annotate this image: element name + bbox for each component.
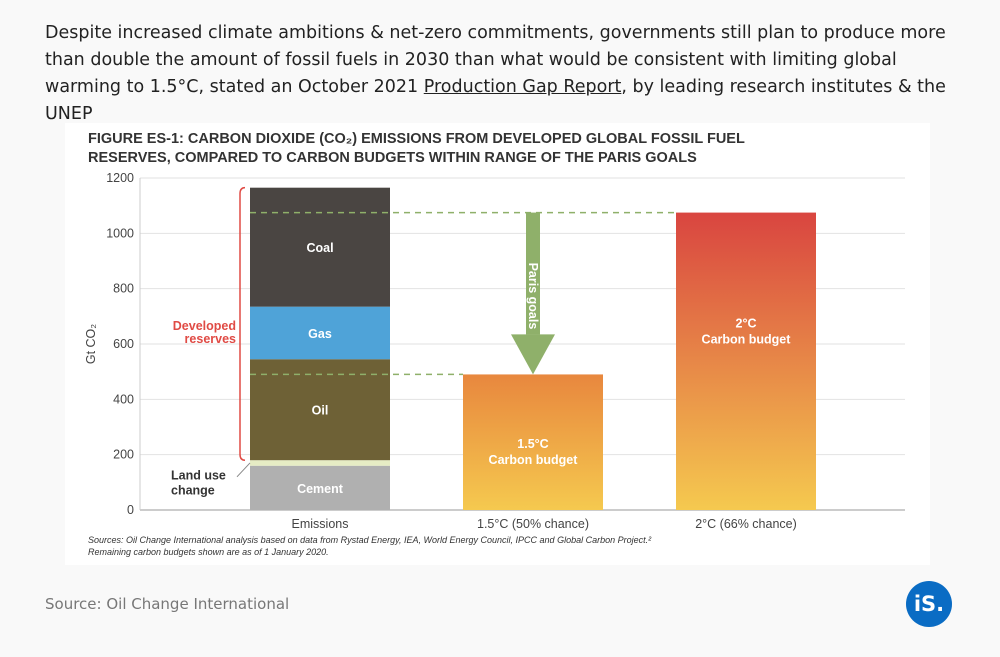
segment-label: Coal [306,241,333,255]
paris-goals-arrow-head [511,334,555,375]
budget-label-line2: Carbon budget [489,453,579,467]
segment-label: Oil [312,404,329,418]
bar-segment-oil [250,359,390,461]
intro-text: Despite increased climate ambitions & ne… [45,23,946,97]
land-use-label-line1: Land use [171,469,226,483]
bar-segment-cement [250,465,390,510]
land-use-pointer [236,462,251,478]
land-use-label-line2: change [171,484,215,498]
x-tick-label: 1.5°C (50% chance) [477,517,589,531]
x-tick-label: 2°C (66% chance) [695,517,797,531]
arrow-label: Paris goals [526,263,540,330]
y-tick-label: 1000 [106,226,134,240]
bracket-label-line1: Developed [173,319,236,333]
budget-label-line1: 2°C [736,316,757,330]
reserves-bracket [239,186,246,461]
y-tick-label: 800 [113,282,134,296]
y-axis-label: Gt CO₂ [84,324,98,364]
y-tick-label: 600 [113,337,134,351]
source-caption: Source: Oil Change International [45,595,290,613]
intro-text-end: , by leading research institutes & the U… [45,77,946,124]
y-tick-label: 1200 [106,171,134,185]
y-tick-label: 0 [127,503,134,517]
site-logo[interactable]: iS. [906,581,952,627]
x-tick-label: Emissions [292,517,349,531]
production-gap-report-link[interactable]: Production Gap Report [423,77,622,97]
bracket-label-line2: reserves [185,332,236,346]
budget-bar [463,374,603,510]
segment-label: Gas [308,327,332,341]
chart-note-line1: Sources: Oil Change International analys… [88,535,652,545]
figure-chart: FIGURE ES-1: CARBON DIOXIDE (CO₂) EMISSI… [65,123,930,565]
budget-bar [676,212,816,510]
chart-title-line2: RESERVES, COMPARED TO CARBON BUDGETS WIT… [88,150,697,166]
chart-note-line2: Remaining carbon budgets shown are as of… [88,547,329,557]
y-tick-label: 200 [113,448,134,462]
chart-title-line1: FIGURE ES-1: CARBON DIOXIDE (CO₂) EMISSI… [88,131,745,147]
chart-svg: FIGURE ES-1: CARBON DIOXIDE (CO₂) EMISSI… [84,131,905,557]
budget-label-line1: 1.5°C [517,437,548,451]
y-tick-label: 400 [113,392,134,406]
paris-goals-arrow-shaft [526,212,540,335]
bar-segment-gas [250,306,390,360]
bar-segment-land-use-change [250,460,390,466]
segment-label: Cement [297,482,344,496]
intro-paragraph: Despite increased climate ambitions & ne… [45,20,965,128]
budget-label-line2: Carbon budget [702,332,792,346]
bar-segment-coal [250,187,390,307]
